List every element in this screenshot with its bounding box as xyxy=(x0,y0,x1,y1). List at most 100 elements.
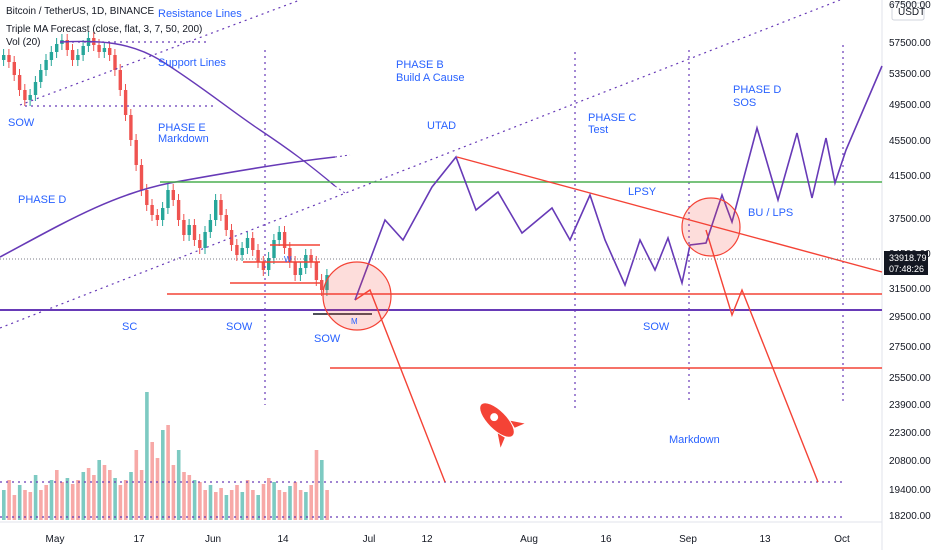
volume-bar xyxy=(113,478,117,520)
candle-body xyxy=(240,248,244,255)
price-tick: 25500.00 xyxy=(889,373,931,384)
volume-bar xyxy=(256,495,260,520)
label-phase-c: PHASE C xyxy=(588,112,636,124)
candle-body xyxy=(49,52,54,60)
volume-bar xyxy=(123,480,128,520)
volume-bar xyxy=(60,482,64,520)
price-tick: 31500.00 xyxy=(889,284,931,295)
candle-body xyxy=(81,46,85,55)
volume-bar xyxy=(33,475,38,520)
indicator-label[interactable]: Triple MA Forecast (close, flat, 3, 7, 5… xyxy=(6,24,202,35)
volume-bar xyxy=(2,490,6,520)
price-tick-top-partial: 67500.00 xyxy=(889,0,931,11)
channel-upper xyxy=(19,0,301,106)
candle-body xyxy=(2,55,6,60)
price-tick: 53500.00 xyxy=(889,69,931,80)
label-phase-d-1: PHASE D xyxy=(18,194,66,206)
candle-body xyxy=(251,238,255,250)
candle-body xyxy=(224,215,228,230)
volume-bar xyxy=(171,465,176,520)
candle-body xyxy=(272,240,276,258)
volume-bar xyxy=(139,470,144,520)
trend-resistance xyxy=(456,156,883,273)
label-phase-b: PHASE B xyxy=(396,59,444,71)
candle-body xyxy=(171,190,175,200)
volume-bar xyxy=(182,472,186,520)
label-phase-d-2: PHASE D xyxy=(733,84,781,96)
volume-bar xyxy=(272,482,276,520)
candle-body xyxy=(176,200,181,220)
price-axis[interactable]: USDT 67500.00 57500.00 53500.00 49500.00 45… xyxy=(889,0,931,522)
volume-bar xyxy=(208,485,213,520)
volume-bar xyxy=(44,485,48,520)
volume-bar xyxy=(298,490,303,520)
volume-bar xyxy=(145,392,149,520)
candle-body xyxy=(12,62,16,75)
candle-body xyxy=(155,215,160,220)
volume-bar xyxy=(7,480,11,520)
candle-body xyxy=(325,275,329,290)
time-tick: 17 xyxy=(133,534,145,545)
volume-bar xyxy=(251,490,255,520)
candle-body xyxy=(70,50,75,60)
candle-body xyxy=(293,262,297,275)
time-axis[interactable]: May 17 Jun 14 Jul 12 Aug 16 Sep 13 Oct xyxy=(46,534,850,545)
currency-button[interactable] xyxy=(891,2,925,21)
channel-lines xyxy=(0,0,841,329)
price-tick: 49500.00 xyxy=(889,100,931,111)
label-m: M xyxy=(351,317,358,326)
candle-body xyxy=(235,245,239,255)
price-tick: 37500.00 xyxy=(889,214,931,225)
candle-body xyxy=(320,280,324,290)
volume-bar xyxy=(176,450,181,520)
volume-bar xyxy=(134,450,139,520)
volume-bar xyxy=(240,492,245,520)
candle-body xyxy=(113,55,117,70)
candle-body xyxy=(17,75,22,90)
rocket-icon xyxy=(480,403,525,448)
ma-200-forecast xyxy=(334,154,351,158)
time-tick: 13 xyxy=(759,534,771,545)
current-price-badge xyxy=(884,251,928,275)
candle-body xyxy=(7,55,11,62)
red-levels xyxy=(167,244,882,369)
ma-50-line xyxy=(59,40,336,187)
volume-bar xyxy=(161,430,165,520)
label-sow-4: SOW xyxy=(643,321,670,333)
volume-bar xyxy=(245,480,250,520)
candle-body xyxy=(277,232,281,240)
chart-title: Bitcoin / TetherUS, 1D, BINANCE xyxy=(6,6,155,17)
time-tick: Jun xyxy=(205,534,221,545)
time-tick: 12 xyxy=(421,534,433,545)
volume-bar xyxy=(81,472,86,520)
label-test: Test xyxy=(588,124,608,136)
label-utad: UTAD xyxy=(427,120,456,132)
volume-bar xyxy=(261,484,266,520)
label-markdown-2: Markdown xyxy=(669,434,720,446)
current-price-value: 33918.79 xyxy=(889,253,927,263)
highlight-circle-1 xyxy=(322,261,392,331)
price-tick: 18200.00 xyxy=(889,511,931,522)
candle-body xyxy=(245,238,250,248)
candle-body xyxy=(288,248,292,262)
volume-bar xyxy=(288,486,292,520)
label-sow-3: SOW xyxy=(314,333,341,345)
candle-body xyxy=(314,262,319,280)
label-lpsy: LPSY xyxy=(628,186,657,198)
candle-body xyxy=(267,258,271,270)
volume-bar xyxy=(23,490,27,520)
red-trend-lines xyxy=(354,156,883,483)
price-tick: 22300.00 xyxy=(889,428,931,439)
candle-body xyxy=(139,165,144,190)
candle-body xyxy=(182,220,186,235)
candle-body xyxy=(256,250,260,262)
volume-bar xyxy=(49,480,54,520)
volume-bars xyxy=(2,392,329,520)
volume-bar xyxy=(166,425,170,520)
volume-bar xyxy=(219,488,223,520)
label-sow-1: SOW xyxy=(8,117,35,129)
volume-label[interactable]: Vol (20) xyxy=(6,37,40,48)
price-tick: 27500.00 xyxy=(889,342,931,353)
volume-bar xyxy=(235,485,239,520)
